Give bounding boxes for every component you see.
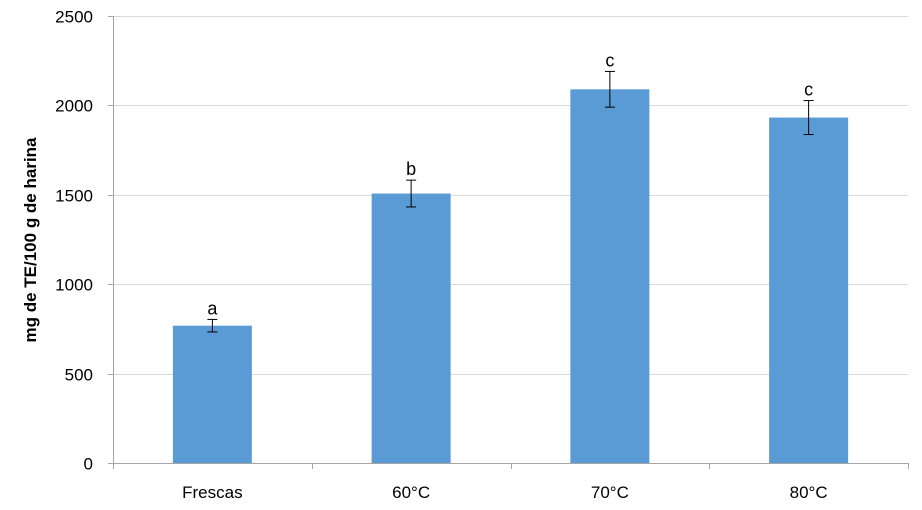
x-tick-label: 80°C [790,483,828,502]
bar [570,89,650,464]
labels: 0 500 1000 1500 2000 2500 a Frescas b 60°C c 70°C c 8… [55,8,827,503]
bars [172,70,849,464]
y-tick-label: 0 [84,455,93,474]
y-tick-label: 500 [65,366,93,385]
x-tick-label: Frescas [182,483,242,502]
significance-label: a [207,298,218,318]
significance-label: c [804,80,813,100]
bar [371,193,451,463]
y-tick-label: 1500 [55,187,93,206]
y-tick-label: 2500 [55,8,93,27]
y-tick-label: 2000 [55,97,93,116]
axes [108,16,909,469]
bar [769,117,849,463]
significance-label: b [406,159,416,179]
x-tick-label: 70°C [591,483,629,502]
y-axis-title: mg de TE/100 g de harina [21,137,40,343]
bar [172,325,252,463]
x-tick-label: 60°C [392,483,430,502]
significance-label: c [605,50,614,70]
y-tick-label: 1000 [55,276,93,295]
